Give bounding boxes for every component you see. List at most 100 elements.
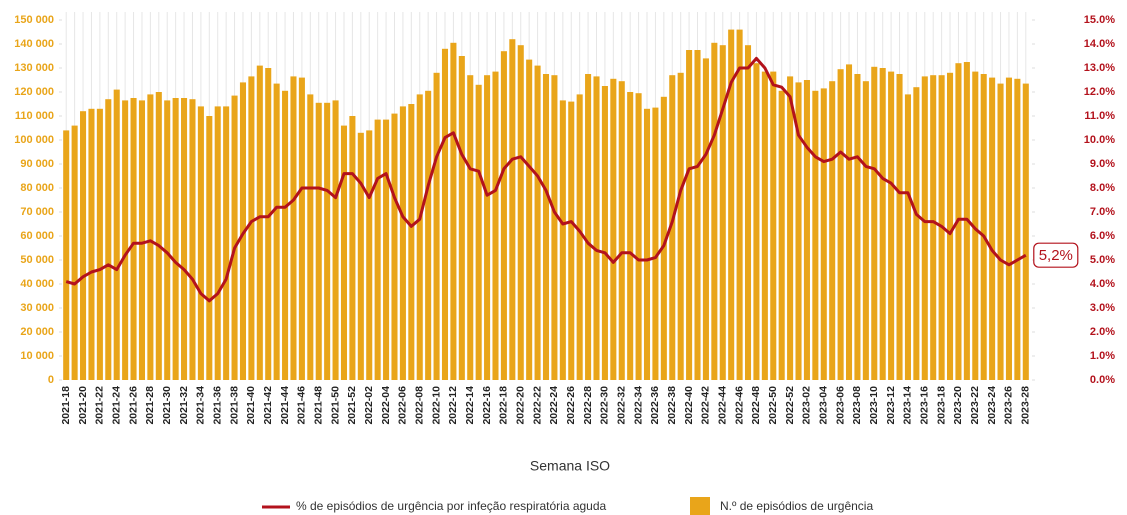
x-tick-label: 2021-20 xyxy=(77,386,89,425)
x-tick-label: 2022-48 xyxy=(750,386,762,425)
bar xyxy=(610,78,617,381)
bar xyxy=(349,116,356,380)
bar xyxy=(467,75,474,380)
bar xyxy=(627,92,634,380)
bar xyxy=(744,45,752,380)
x-tick-label: 2022-44 xyxy=(717,386,729,425)
bar xyxy=(618,81,625,380)
bar xyxy=(795,82,802,381)
bar xyxy=(290,76,297,381)
x-tick-label: 2022-46 xyxy=(733,386,745,425)
y-tick-label: 80 000 xyxy=(20,182,54,194)
y-tick-label: 100 000 xyxy=(14,134,54,146)
y2-tick-label: 2.0% xyxy=(1090,326,1115,338)
bar xyxy=(677,72,684,381)
bar xyxy=(1005,77,1012,380)
y2-tick-label: 0.0% xyxy=(1090,374,1115,386)
y-tick-label: 90 000 xyxy=(20,158,54,170)
x-tick-label: 2022-04 xyxy=(380,386,392,425)
x-tick-label: 2022-12 xyxy=(447,386,459,425)
bar xyxy=(332,100,339,381)
bar xyxy=(475,84,482,381)
y2-tick-label: 9.0% xyxy=(1090,158,1115,170)
bar xyxy=(652,107,659,380)
bar xyxy=(551,75,558,380)
bar xyxy=(197,106,204,381)
bar xyxy=(1022,83,1029,380)
y2-tick-label: 15.0% xyxy=(1084,14,1115,26)
x-tick-label: 2022-28 xyxy=(582,386,594,425)
x-tick-label: 2021-18 xyxy=(60,386,72,425)
bar xyxy=(904,94,911,381)
bar xyxy=(214,106,221,381)
x-tick-label: 2023-10 xyxy=(868,386,880,425)
bar xyxy=(298,77,305,380)
bar xyxy=(980,74,987,380)
bar xyxy=(1014,78,1021,381)
x-tick-label: 2022-24 xyxy=(548,386,560,425)
bar xyxy=(383,119,390,380)
bar xyxy=(669,75,676,380)
x-tick-label: 2022-40 xyxy=(683,386,695,425)
legend-label: % de episódios de urgência por infeção r… xyxy=(296,499,607,513)
y2-tick-label: 7.0% xyxy=(1090,206,1115,218)
x-axis-title: Semana ISO xyxy=(530,458,610,474)
bar xyxy=(862,81,869,380)
bar xyxy=(441,48,449,381)
x-tick-label: 2022-38 xyxy=(666,386,678,425)
bar xyxy=(189,99,196,380)
bar xyxy=(63,130,70,380)
bar xyxy=(643,108,651,381)
bar xyxy=(803,80,810,380)
x-tick-label: 2022-32 xyxy=(616,386,628,425)
y-tick-label: 140 000 xyxy=(14,38,54,50)
x-tick-label: 2022-30 xyxy=(599,386,611,425)
y2-tick-label: 8.0% xyxy=(1090,182,1115,194)
bar xyxy=(972,71,979,380)
x-tick-label: 2023-18 xyxy=(935,386,947,425)
bar xyxy=(282,90,289,381)
bar xyxy=(947,72,954,381)
bar xyxy=(913,87,920,380)
y-tick-label: 50 000 xyxy=(20,254,54,266)
bar xyxy=(517,45,524,380)
legend-label: N.º de episódios de urgência xyxy=(720,499,873,513)
bar xyxy=(155,92,162,380)
bar xyxy=(399,106,406,381)
bar xyxy=(509,39,516,380)
value-label-box xyxy=(1033,242,1079,268)
bar xyxy=(130,98,137,380)
y2-tick-label: 4.0% xyxy=(1090,278,1115,290)
bar xyxy=(492,71,499,380)
bar xyxy=(164,100,171,381)
bar xyxy=(374,119,381,380)
line xyxy=(65,56,1027,303)
bar xyxy=(256,65,263,380)
x-tick-label: 2023-04 xyxy=(818,386,830,425)
bar xyxy=(728,29,735,380)
bar xyxy=(534,65,541,380)
x-tick-label: 2021-44 xyxy=(279,386,291,425)
bar xyxy=(526,59,533,380)
bar xyxy=(273,83,280,380)
y-tick-label: 120 000 xyxy=(14,86,54,98)
x-tick-label: 2023-24 xyxy=(986,386,998,425)
bar xyxy=(601,86,608,380)
y2-tick-label: 12.0% xyxy=(1084,86,1115,98)
bar xyxy=(711,42,718,381)
bar xyxy=(879,68,886,380)
x-tick-label: 2021-48 xyxy=(313,386,325,425)
bar xyxy=(761,71,768,380)
x-tick-label: 2023-08 xyxy=(851,386,863,425)
bar xyxy=(559,100,566,381)
x-tick-label: 2022-22 xyxy=(531,386,543,425)
x-tick-label: 2021-26 xyxy=(127,386,139,425)
x-tick-label: 2022-14 xyxy=(464,386,476,425)
x-tick-label: 2021-40 xyxy=(245,386,257,425)
bar xyxy=(425,90,432,381)
x-tick-label: 2023-28 xyxy=(1020,386,1032,425)
bar xyxy=(829,81,836,380)
x-tick-label: 2022-06 xyxy=(397,386,409,425)
bar xyxy=(542,74,550,380)
bar xyxy=(172,98,179,380)
